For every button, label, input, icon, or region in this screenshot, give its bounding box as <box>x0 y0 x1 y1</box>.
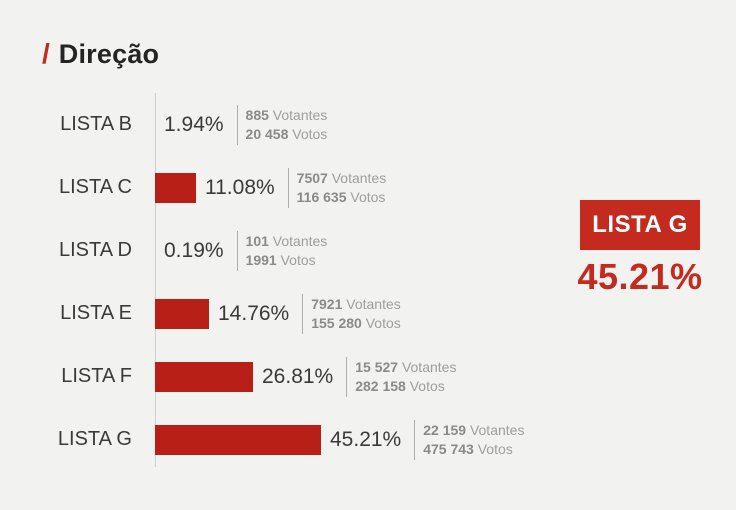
voters-unit: Votantes <box>272 232 328 249</box>
votes-count: 116 635 <box>296 188 347 205</box>
chart-row: LISTA C 11.08% 7507 Votantes 116 635 Vot… <box>0 156 736 219</box>
bar-chart: LISTA B 1.94% 885 Votantes 20 458 Votos … <box>0 93 736 471</box>
votes-count: 282 158 <box>355 377 406 394</box>
bar <box>155 298 209 329</box>
list-label: LISTA C <box>59 176 132 198</box>
stats-block: 7921 Votantes 155 280 Votos <box>302 293 401 334</box>
stats-block: 15 527 Votantes 282 158 Votos <box>346 356 456 397</box>
percent-value: 1.94% <box>164 112 224 136</box>
voters-count: 22 159 <box>423 421 467 438</box>
voters-count: 7507 <box>296 169 328 186</box>
title-slash-icon: / <box>42 38 50 69</box>
page-title-text: Direção <box>58 39 160 69</box>
chart-row: LISTA G 45.21% 22 159 Votantes 475 743 V… <box>0 408 736 471</box>
stats-block: 101 Votantes 1991 Votos <box>236 230 328 271</box>
page-title: / Direção <box>42 38 159 70</box>
chart-row: LISTA D 0.19% 101 Votantes 1991 Votos <box>0 219 736 282</box>
votes-line: 155 280 Votos <box>311 314 401 333</box>
chart-axis <box>155 93 156 467</box>
winner-panel: LISTA G 45.21% <box>555 200 725 298</box>
votes-line: 1991 Votos <box>246 251 328 270</box>
votes-unit: Votos <box>409 377 445 394</box>
voters-count: 7921 <box>311 295 343 312</box>
winner-label: LISTA G <box>592 211 688 238</box>
votes-unit: Votos <box>292 125 328 142</box>
voters-line: 15 527 Votantes <box>355 358 456 377</box>
voters-unit: Votantes <box>469 421 525 438</box>
votes-line: 20 458 Votos <box>246 125 328 144</box>
votes-count: 20 458 <box>245 125 289 142</box>
voters-line: 101 Votantes <box>246 232 328 251</box>
list-label: LISTA B <box>60 113 132 135</box>
votes-line: 116 635 Votos <box>297 188 387 207</box>
stats-block: 885 Votantes 20 458 Votos <box>236 104 328 145</box>
voters-count: 101 <box>245 232 269 249</box>
votes-line: 282 158 Votos <box>355 377 456 396</box>
list-label: LISTA G <box>57 428 132 450</box>
percent-value: 14.76% <box>218 301 290 325</box>
voters-unit: Votantes <box>272 106 328 123</box>
voters-unit: Votantes <box>401 358 457 375</box>
voters-line: 22 159 Votantes <box>423 421 524 440</box>
votes-line: 475 743 Votos <box>423 440 524 459</box>
list-label: LISTA F <box>61 365 132 387</box>
percent-value: 0.19% <box>164 238 224 262</box>
voters-line: 7921 Votantes <box>311 295 401 314</box>
winner-badge: LISTA G <box>580 200 700 250</box>
votes-unit: Votos <box>350 188 386 205</box>
voters-unit: Votantes <box>346 295 401 312</box>
votes-count: 475 743 <box>423 440 474 457</box>
votes-unit: Votos <box>477 440 513 457</box>
percent-value: 11.08% <box>205 175 275 199</box>
voters-line: 885 Votantes <box>246 106 328 125</box>
votes-count: 1991 <box>245 251 277 268</box>
stats-block: 22 159 Votantes 475 743 Votos <box>414 419 524 460</box>
voters-count: 885 <box>245 106 269 123</box>
list-label: LISTA D <box>59 239 132 261</box>
percent-value: 45.21% <box>330 427 402 451</box>
votes-unit: Votos <box>280 251 316 268</box>
voters-count: 15 527 <box>355 358 399 375</box>
bar <box>155 424 321 455</box>
chart-row: LISTA B 1.94% 885 Votantes 20 458 Votos <box>0 93 736 156</box>
voters-unit: Votantes <box>331 169 387 186</box>
bar <box>155 172 196 203</box>
winner-percent: 45.21% <box>577 256 703 297</box>
voters-line: 7507 Votantes <box>297 169 387 188</box>
votes-count: 155 280 <box>311 314 362 331</box>
chart-row: LISTA F 26.81% 15 527 Votantes 282 158 V… <box>0 345 736 408</box>
chart-row: LISTA E 14.76% 7921 Votantes 155 280 Vot… <box>0 282 736 345</box>
stats-block: 7507 Votantes 116 635 Votos <box>287 167 387 208</box>
votes-unit: Votos <box>365 314 401 331</box>
bar <box>155 361 253 392</box>
list-label: LISTA E <box>60 302 132 324</box>
percent-value: 26.81% <box>262 364 334 388</box>
